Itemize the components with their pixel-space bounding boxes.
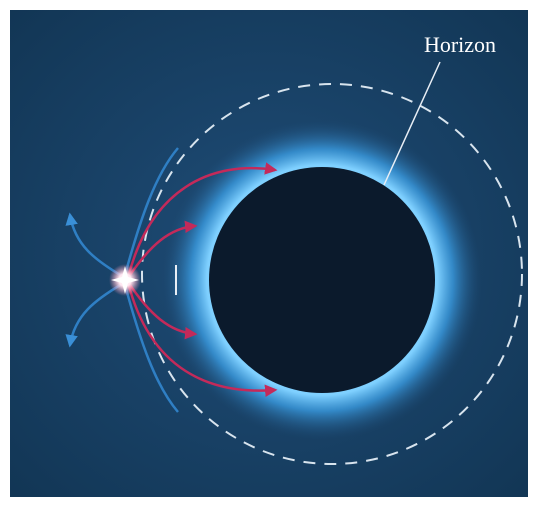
black-hole — [209, 167, 435, 393]
diagram: Horizon — [0, 0, 539, 508]
horizon-label: Horizon — [424, 32, 496, 57]
